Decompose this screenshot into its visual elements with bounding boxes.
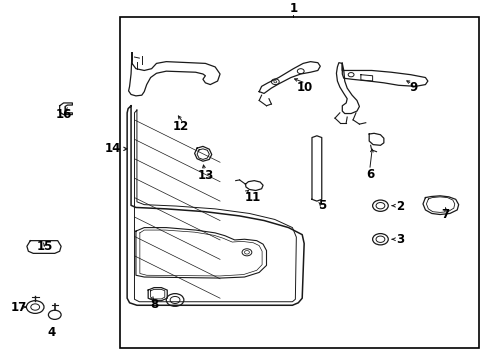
Text: 8: 8 bbox=[150, 298, 158, 311]
Text: 15: 15 bbox=[37, 240, 53, 253]
Text: 5: 5 bbox=[317, 199, 325, 212]
Text: 1: 1 bbox=[289, 2, 297, 15]
Bar bbox=[120, 18, 478, 348]
Text: 11: 11 bbox=[244, 190, 260, 203]
Text: 3: 3 bbox=[395, 233, 404, 247]
Text: 7: 7 bbox=[440, 208, 448, 221]
Text: 17: 17 bbox=[10, 301, 27, 314]
Text: 6: 6 bbox=[366, 167, 374, 181]
Text: 4: 4 bbox=[47, 327, 55, 339]
Text: 2: 2 bbox=[395, 200, 404, 213]
Text: 9: 9 bbox=[408, 81, 416, 94]
Text: 12: 12 bbox=[172, 120, 189, 133]
Text: 16: 16 bbox=[55, 108, 72, 121]
Text: 10: 10 bbox=[296, 81, 312, 94]
Text: 13: 13 bbox=[197, 169, 213, 182]
Text: 14: 14 bbox=[105, 141, 121, 155]
